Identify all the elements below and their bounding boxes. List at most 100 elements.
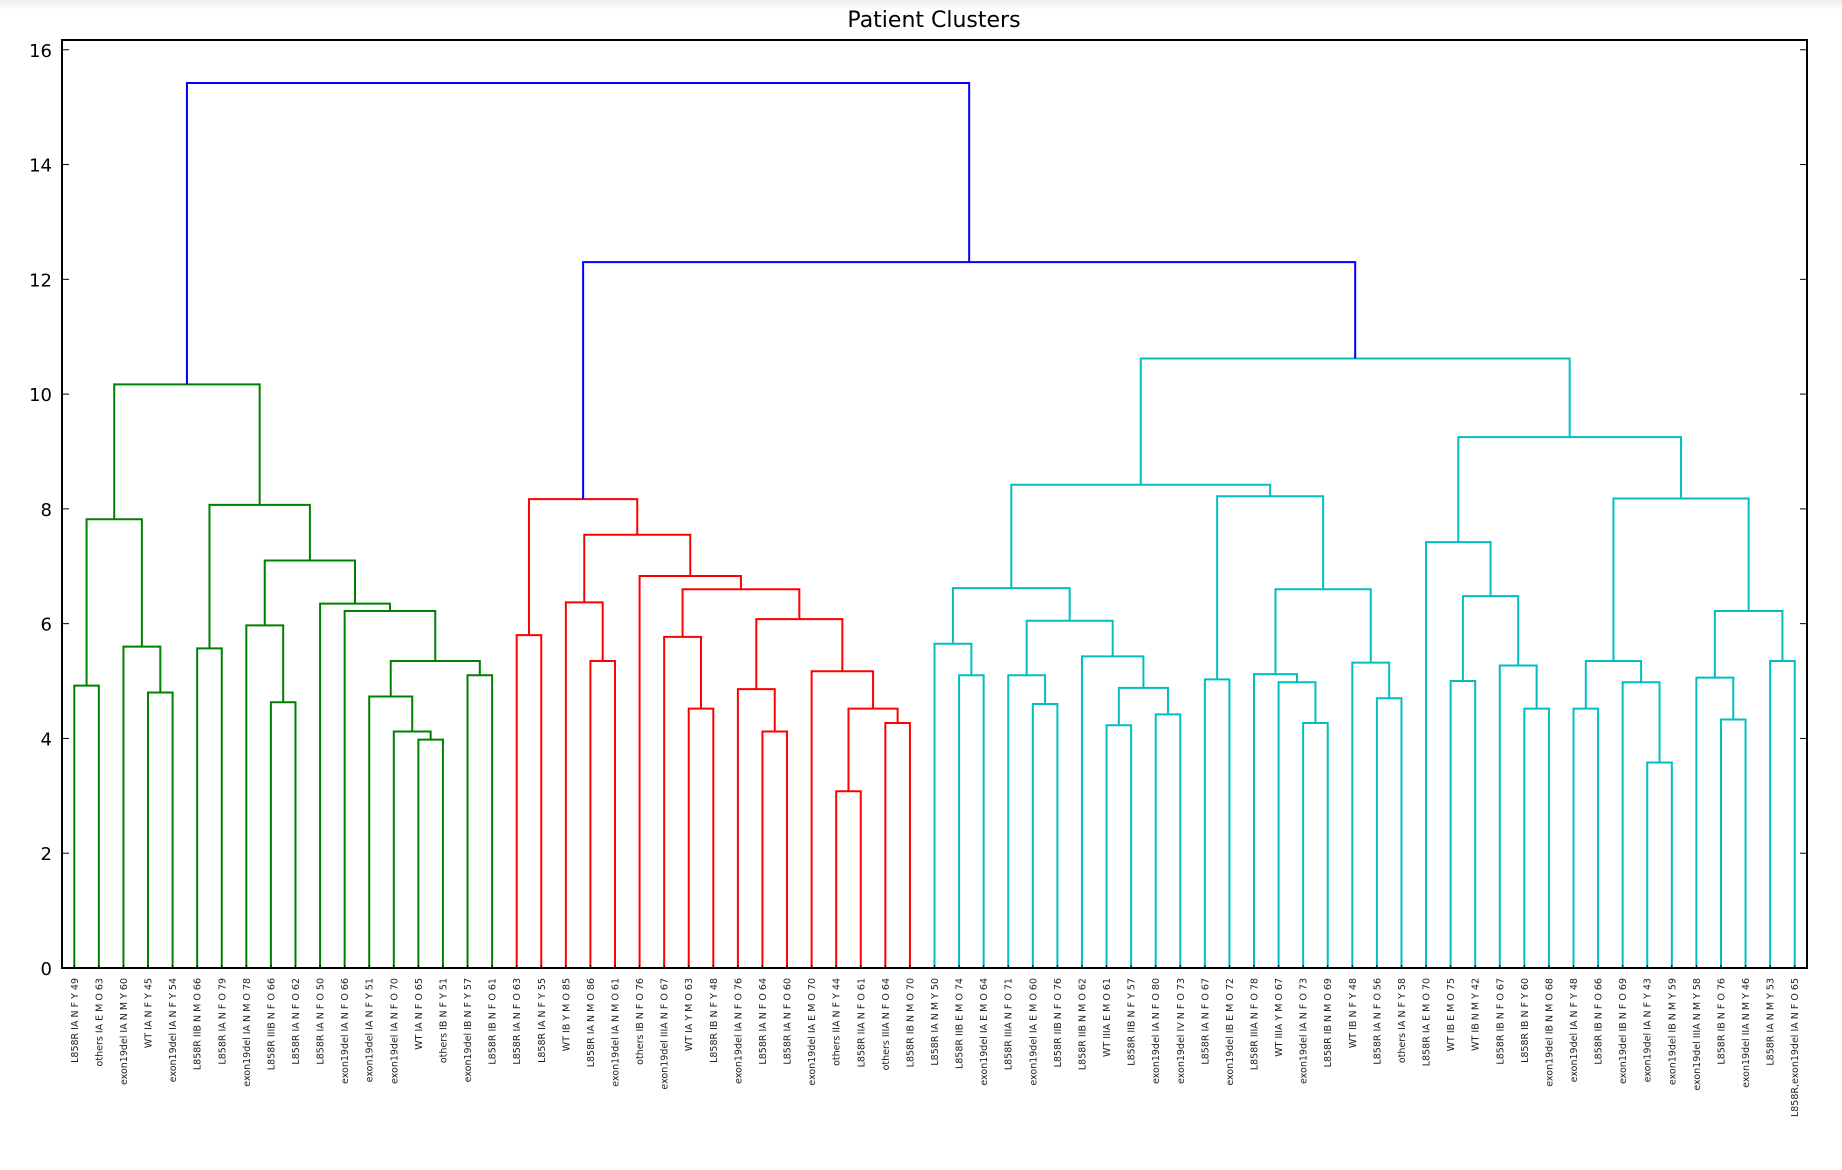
dendrogram-link <box>263 559 357 626</box>
leaf-label: L858R IA N M O 86 <box>586 978 597 1067</box>
leaf-label: WT IB E M O 75 <box>1446 978 1457 1051</box>
dendrogram-links <box>73 82 1796 968</box>
leaf-label: exon19del IA N F Y 48 <box>1569 978 1580 1082</box>
leaf-label: others IA N F Y 58 <box>1397 978 1408 1063</box>
leaf-label: exon19del IB N M Y 59 <box>1667 978 1678 1085</box>
dendrogram-link <box>245 624 285 968</box>
leaf-label: L858R IA N F O 79 <box>217 978 228 1065</box>
leaf-label: exon19del IA N F Y 54 <box>168 978 179 1082</box>
dendrogram-link <box>582 261 1357 500</box>
leaf-label: L858R IA E M O 70 <box>1422 978 1433 1066</box>
leaf-label: L858R IA N F O 56 <box>1372 978 1383 1065</box>
leaf-label: L858R IA N F O 63 <box>512 978 523 1065</box>
dendrogram-link <box>1154 713 1182 968</box>
y-tick-label: 2 <box>41 844 52 865</box>
leaf-label: exon19del IIIA N F O 67 <box>660 978 671 1090</box>
leaf-label: exon19del IA N M O 78 <box>242 978 253 1087</box>
dendrogram-link <box>810 670 875 968</box>
leaf-label: L858R IIB E M O 74 <box>955 978 966 1069</box>
dendrogram-link <box>1031 703 1059 968</box>
leaf-label: exon19del IA N F O 80 <box>1151 978 1162 1084</box>
dendrogram-link <box>847 707 899 792</box>
dendrogram-link <box>368 695 414 968</box>
dendrogram-link <box>1025 619 1114 676</box>
y-tick-label: 6 <box>41 615 52 636</box>
leaf-label: L858R IA N F O 64 <box>758 978 769 1065</box>
window-top-band <box>0 0 1842 10</box>
leaf-label: exon19del IA N F O 76 <box>733 978 744 1084</box>
leaf-label: L858R IIIA N F O 78 <box>1250 978 1261 1070</box>
dendrogram-link <box>1117 686 1169 726</box>
dendrogram-link <box>269 701 297 968</box>
y-tick-label: 12 <box>29 270 52 291</box>
dendrogram-link <box>1375 697 1403 968</box>
dendrogram-link <box>343 610 437 968</box>
leaf-label: others IIA N F Y 44 <box>832 978 843 1066</box>
leaf-label: L858R IIIA N F O 71 <box>1004 978 1015 1070</box>
leaf-label: exon19del IA N F O 73 <box>1299 978 1310 1084</box>
dendrogram-link <box>1461 595 1520 682</box>
leaf-label: L858R IA N F Y 55 <box>537 978 548 1063</box>
leaf-label: WT IA Y M O 63 <box>684 978 695 1051</box>
dendrogram-link <box>1302 721 1329 968</box>
dendrogram-link <box>1080 655 1145 968</box>
leaf-label: exon19del IA E M O 64 <box>979 978 990 1086</box>
dendrogram-link <box>515 634 543 968</box>
leaf-label: others IB N F Y 51 <box>438 978 449 1063</box>
dendrogram-link <box>1457 436 1683 543</box>
dendrogram-link <box>1105 724 1133 968</box>
dendrogram-link <box>85 518 143 686</box>
dendrogram-link <box>527 498 639 636</box>
leaf-label: exon19del IA N F O 66 <box>340 978 351 1084</box>
leaf-label: WT IB N M Y 42 <box>1471 978 1482 1051</box>
leaf-label: L858R IA N F O 62 <box>291 978 302 1065</box>
leaf-label: exon19del IB N M O 68 <box>1544 978 1555 1087</box>
dendrogram-link <box>392 730 432 968</box>
dendrogram-link <box>1584 659 1643 709</box>
dendrogram-link <box>958 674 985 968</box>
leaf-label: WT IIIA Y M O 67 <box>1274 978 1285 1057</box>
dendrogram-link <box>564 601 604 968</box>
leaf-labels: L858R IA N F Y 49 others IA E M O 63 exon1… <box>70 965 1801 1117</box>
dendrogram-link <box>185 82 971 385</box>
leaf-label: exon19del IA N M Y 60 <box>119 978 130 1085</box>
leaf-label: exon19del IA N M O 61 <box>610 978 621 1087</box>
leaf-label: WT IA N F O 65 <box>414 978 425 1050</box>
dendrogram-link <box>1216 495 1325 680</box>
dendrogram-link <box>319 602 391 968</box>
dendrogram-link <box>933 642 973 968</box>
dendrogram-link <box>113 383 261 520</box>
leaf-label: exon19del IA N F O 70 <box>389 978 400 1084</box>
leaf-label: exon19del IA E M O 60 <box>1028 978 1039 1086</box>
dendrogram-link <box>417 738 444 968</box>
leaf-label: L858R IA N F O 67 <box>1200 978 1211 1065</box>
y-tick-label: 10 <box>29 385 52 406</box>
dendrogram-link <box>583 533 692 603</box>
dendrogram-link <box>687 707 715 968</box>
leaf-label: exon19del IIIA N M Y 58 <box>1692 978 1703 1091</box>
leaf-label: L858R IIB N M O 66 <box>193 978 204 1070</box>
dendrogram-link <box>681 588 801 637</box>
dendrogram-link <box>1449 680 1477 968</box>
leaf-label: L858R IB N M O 69 <box>1323 978 1334 1067</box>
dendrogram-link <box>589 659 616 968</box>
dendrogram-link <box>196 647 223 968</box>
dendrogram-link <box>1646 761 1673 968</box>
y-tick-label: 16 <box>29 41 52 62</box>
dendrogram-link <box>884 721 911 968</box>
leaf-label: others IB N F O 76 <box>635 978 646 1065</box>
y-tick-label: 0 <box>41 959 52 980</box>
dendrogram-link <box>1277 681 1317 968</box>
leaf-label: L858R IIA N F O 61 <box>856 978 867 1067</box>
leaf-label: L858R IB N F O 76 <box>1716 978 1727 1065</box>
leaf-label: WT IIIA E M O 61 <box>1102 978 1113 1057</box>
leaf-label: L858R,exon19del IA N F O 65 <box>1790 978 1801 1117</box>
leaf-label: exon19del IA N F Y 43 <box>1643 978 1654 1082</box>
leaf-label: L858R IA N M Y 53 <box>1766 978 1777 1066</box>
leaf-label: others IIIA N F O 64 <box>881 978 892 1070</box>
dendrogram-link <box>1612 497 1750 661</box>
dendrogram-link <box>147 691 174 968</box>
dendrogram-link <box>1523 707 1550 968</box>
dendrogram-link <box>1621 681 1661 968</box>
